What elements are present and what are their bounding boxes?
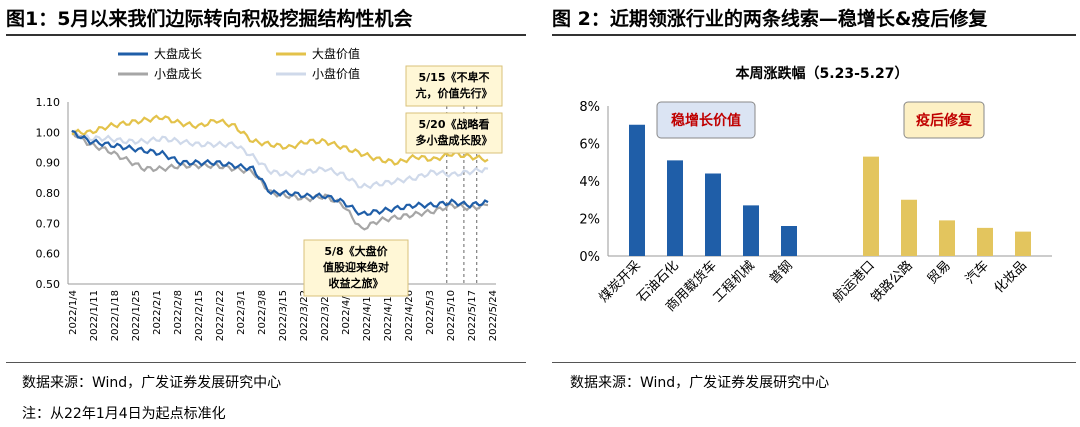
- x-tick-label: 2022/3/1: [236, 290, 247, 335]
- bar-化妆品: [1015, 231, 1031, 256]
- x-tick-label: 2022/4/12: [362, 290, 373, 341]
- annotation-box: [303, 239, 409, 297]
- y-tick-label: 2%: [579, 213, 600, 228]
- right-panel: 图 2：近期领涨行业的两条线索—稳增长&疫后修复 本周涨跌幅（5.23-5.27…: [552, 0, 1076, 360]
- y-tick-label: 0.60: [36, 248, 61, 261]
- x-tick-label: 2022/1/11: [89, 290, 100, 341]
- y-tick-label: 0%: [579, 250, 600, 265]
- x-tick-label: 2022/2/1: [152, 290, 163, 335]
- x-tick-label: 2022/5/3: [425, 290, 436, 335]
- x-tick-label: 2022/1/4: [68, 290, 79, 335]
- bar-汽车: [977, 227, 993, 256]
- x-tick-label: 2022/2/8: [173, 290, 184, 335]
- right-bar-chart: 本周涨跌幅（5.23-5.27）8%6%4%2%0%煤炭开采石油石化商用载货车工…: [579, 65, 1052, 315]
- left-note: 注：从22年1月4日为起点标准化: [22, 406, 226, 422]
- group-label: 稳增长价值: [671, 112, 741, 129]
- annotation-text: 亢，价值先行》: [416, 86, 493, 100]
- x-tick-label: 2022/4/26: [404, 290, 415, 341]
- bar-普钢: [781, 226, 797, 256]
- bar-航运港口: [863, 156, 879, 256]
- x-tick-label: 2022/4/5: [341, 290, 352, 335]
- series-line-大盘价值: [71, 114, 489, 166]
- x-category-label: 汽车: [962, 258, 992, 288]
- left-line-chart: 1.10 1.00 0.90 0.80 0.70 0.60 0.50 2022/1/4 2022…: [36, 46, 503, 341]
- x-category-label: 铁路公路: [868, 258, 916, 306]
- y-tick-label: 8%: [579, 100, 600, 115]
- y-tick-label: 0.50: [36, 278, 61, 291]
- annotation-text: 收益之旅》: [329, 276, 384, 290]
- x-tick-label: 2022/2/15: [194, 290, 205, 341]
- x-tick-label: 2022/3/22: [299, 290, 310, 341]
- right-figure-title: 图 2：近期领涨行业的两条线索—稳增长&疫后修复: [552, 8, 988, 30]
- legend-label: 小盘价值: [312, 66, 360, 81]
- x-tick-label: 2022/5/17: [467, 290, 478, 341]
- bar-贸易: [939, 220, 955, 256]
- x-tick-label: 2022/5/10: [446, 290, 457, 341]
- x-tick-label: 2022/3/8: [257, 290, 268, 335]
- group-label: 疫后修复: [916, 112, 973, 129]
- group-label-box: [656, 101, 756, 139]
- x-tick-label: 2022/1/18: [110, 290, 121, 341]
- y-tick-label: 0.90: [36, 157, 61, 170]
- annotation-text: 5/8《大盘价: [324, 244, 388, 258]
- x-category-label: 贸易: [925, 258, 954, 287]
- series-line-小盘价值: [71, 129, 489, 190]
- bar-石油石化: [667, 160, 683, 256]
- annotation-text: 5/15《不卑不: [419, 70, 490, 84]
- x-tick-label: 2022/3/29: [320, 290, 331, 341]
- chart-title: 本周涨跌幅（5.23-5.27）: [736, 65, 909, 82]
- bar-商用载货车: [705, 173, 721, 256]
- x-category-label: 普钢: [767, 258, 796, 287]
- legend-label: 大盘价值: [312, 46, 360, 61]
- y-tick-label: 0.80: [36, 187, 61, 200]
- group-label-box: [903, 101, 985, 139]
- legend-label: 大盘成长: [154, 46, 202, 61]
- bar-工程机械: [743, 205, 759, 256]
- x-tick-label: 2022/4/19: [383, 290, 394, 341]
- left-bottom-rule: [6, 362, 526, 363]
- right-source: 数据来源：Wind，广发证券发展研究中心: [570, 375, 830, 391]
- legend-label: 小盘成长: [154, 66, 202, 81]
- y-tick-label: 1.00: [36, 126, 61, 139]
- x-tick-label: 2022/1/25: [131, 290, 142, 341]
- left-figure-title: 图1：5月以来我们边际转向积极挖掘结构性机会: [6, 8, 413, 30]
- y-tick-label: 1.10: [36, 96, 61, 109]
- series-line-大盘成长: [71, 129, 489, 216]
- annotation-text: 值股迎来绝对: [323, 260, 389, 274]
- annotation-box: [405, 65, 503, 107]
- x-tick-label: 2022/5/24: [488, 290, 499, 341]
- annotation-text: 5/20《战略看: [419, 117, 490, 131]
- y-tick-label: 4%: [579, 175, 600, 190]
- annotation-text: 多小盘成长股》: [416, 133, 493, 147]
- y-tick-label: 6%: [579, 138, 600, 153]
- x-category-label: 工程机械: [710, 258, 757, 305]
- right-bottom-rule: [552, 362, 1076, 363]
- bar-铁路公路: [901, 199, 917, 256]
- x-tick-label: 2022/3/15: [278, 290, 289, 341]
- left-panel: 图1：5月以来我们边际转向积极挖掘结构性机会 1.10 1.00 0.90 0.80 0…: [6, 0, 526, 360]
- left-source: 数据来源：Wind，广发证券发展研究中心: [22, 375, 282, 391]
- x-category-label: 化妆品: [992, 258, 1030, 296]
- right-title-rule: [552, 34, 1076, 36]
- left-title-rule: [6, 34, 526, 36]
- x-tick-label: 2022/2/22: [215, 290, 226, 341]
- y-tick-label: 0.70: [36, 217, 61, 230]
- bar-煤炭开采: [629, 124, 645, 256]
- annotation-box: [405, 112, 503, 154]
